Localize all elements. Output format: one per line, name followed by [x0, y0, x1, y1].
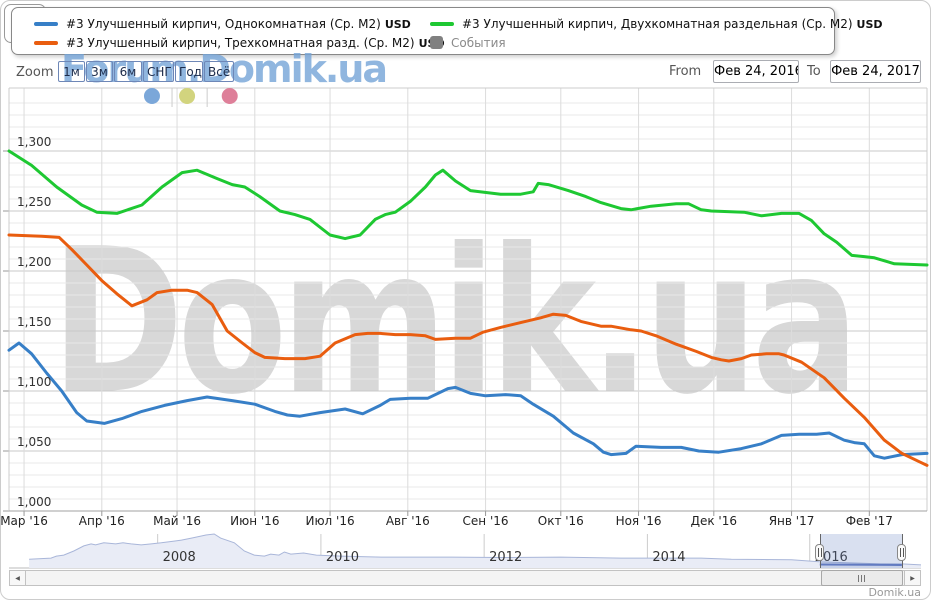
legend-label: #3 Улучшенный кирпич, Трехкомнатная разд…: [66, 36, 415, 50]
legend: #3 Улучшенный кирпич, Однокомнатная (Ср.…: [11, 7, 883, 55]
x-axis-label: Авг '16: [385, 514, 430, 528]
series-line-swatch: [34, 41, 58, 45]
event-marker[interactable]: [179, 88, 196, 104]
y-axis-label: 1,250: [17, 195, 52, 209]
zoom-3m-button[interactable]: 3м: [86, 61, 113, 82]
series-line-2[interactable]: [7, 233, 929, 467]
x-axis-label: Дек '16: [690, 514, 737, 528]
scrollbar-left-arrow[interactable]: ◀: [9, 570, 26, 586]
domik-watermark: Domik.ua: [51, 206, 860, 439]
x-axis-label: Сен '16: [462, 514, 509, 528]
y-axis-label: 1,050: [17, 435, 52, 449]
series-line-swatch: [430, 22, 454, 26]
series-line-1[interactable]: [7, 149, 929, 267]
forum-domik-watermark: Forum.Domik.ua: [61, 47, 388, 91]
x-axis-label: Янв '17: [768, 514, 815, 528]
navigator-selected-series: [819, 563, 902, 566]
legend-label: #3 Улучшенный кирпич, Однокомнатная (Ср.…: [66, 17, 381, 31]
events-swatch: [430, 36, 443, 49]
event-marker[interactable]: [221, 88, 238, 104]
legend-label: #3 Улучшенный кирпич, Двухкомнатная разд…: [462, 17, 853, 31]
x-axis-label: Июн '16: [230, 514, 280, 528]
scrollbar-thumb[interactable]: [820, 570, 903, 586]
navigator-selected-range[interactable]: [819, 534, 902, 568]
y-axis-label: 1,150: [17, 315, 52, 329]
navigator-year-label: 2012: [489, 550, 523, 565]
navigator-left-handle[interactable]: [815, 544, 825, 561]
scrollbar-right-arrow[interactable]: ▶: [904, 570, 921, 586]
navigator-right-handle[interactable]: [897, 544, 907, 561]
x-axis-label: Ноя '16: [615, 514, 662, 528]
x-axis-label: Фев '17: [845, 514, 893, 528]
to-label: To: [807, 64, 821, 79]
x-axis-label: Апр '16: [78, 514, 125, 528]
x-axis-label: Окт '16: [537, 514, 584, 528]
navigator-area: [29, 534, 922, 568]
x-axis-label: Май '16: [153, 514, 201, 528]
zoom-1m-button[interactable]: 1м: [58, 61, 85, 82]
navigator-year-label: 2008: [162, 550, 196, 565]
credit-link[interactable]: Domik.ua: [868, 586, 921, 599]
x-axis-label: Мар '16: [0, 514, 48, 528]
scrollbar-track[interactable]: [9, 570, 921, 586]
zoom-all-button[interactable]: Всё: [204, 61, 234, 82]
event-marker[interactable]: [143, 88, 160, 104]
zoom-year-button[interactable]: Год: [175, 61, 203, 82]
navigator-outline: [29, 533, 922, 566]
legend-label: События: [451, 36, 506, 50]
y-axis-label: 1,100: [17, 375, 52, 389]
to-date-input[interactable]: [830, 60, 921, 83]
legend-unit: USD: [384, 18, 411, 31]
zoom-6m-button[interactable]: 6м: [114, 61, 142, 82]
zoom-label: Zoom: [16, 65, 54, 80]
series-line-0[interactable]: [7, 341, 929, 460]
from-label: From: [669, 64, 702, 79]
from-date-input[interactable]: [713, 60, 799, 83]
y-axis-label: 1,300: [17, 135, 52, 149]
legend-unit: USD: [856, 18, 883, 31]
navigator-year-label: 2010: [325, 550, 359, 565]
y-axis-label: 1,000: [17, 495, 52, 509]
x-axis-label: Июл '16: [305, 514, 355, 528]
y-axis-label: 1,200: [17, 255, 52, 269]
navigator-year-label: 2014: [652, 550, 686, 565]
zoom-ytd-button[interactable]: СНГ: [143, 61, 174, 82]
series-line-swatch: [34, 22, 58, 26]
